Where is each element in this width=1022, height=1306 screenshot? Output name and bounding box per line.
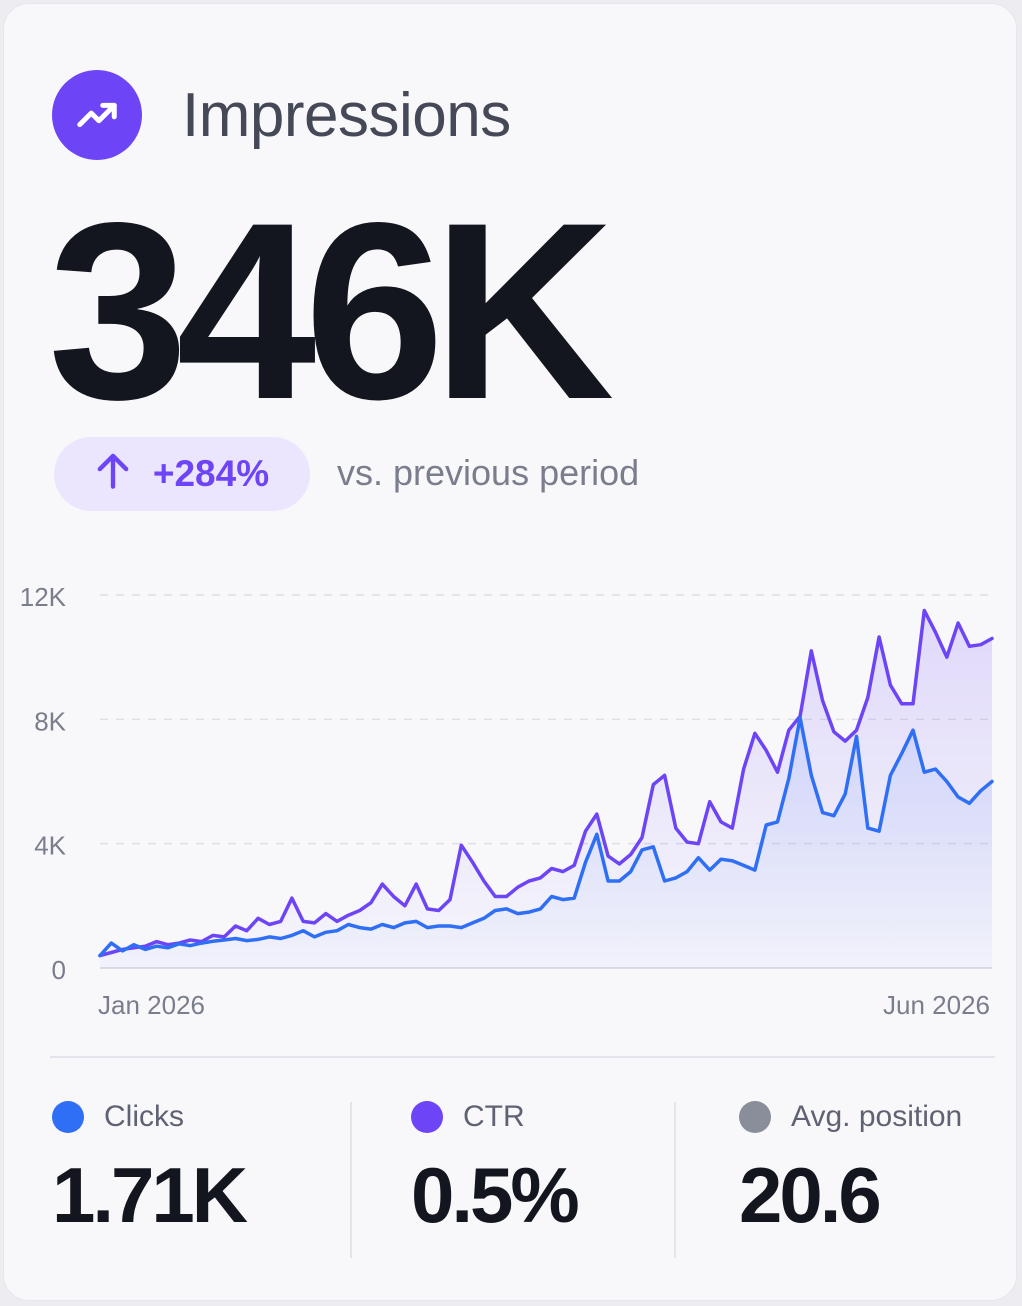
metric-separator	[674, 1102, 676, 1258]
metric-value: 1.71K	[52, 1151, 248, 1239]
card-header: Impressions	[52, 70, 511, 160]
metric-separator	[350, 1102, 352, 1258]
x-tick-label-end: Jun 2026	[883, 990, 990, 1020]
metric-avg-position: Avg. position 20.6	[739, 1100, 962, 1234]
clicks-dot	[52, 1101, 84, 1133]
change-percent: +284%	[152, 453, 270, 494]
impressions-chart: 0 4K 8K 12K Jan 2026 Jun 2026	[20, 582, 994, 1020]
series-line-1	[98, 716, 994, 958]
series-area-1	[100, 717, 992, 968]
trending-up-icon	[52, 70, 142, 160]
y-tick-label: 8K	[34, 706, 66, 736]
x-tick-label-start: Jan 2026	[98, 990, 205, 1020]
metric-value: 20.6	[739, 1151, 882, 1239]
series-line-0	[98, 608, 994, 958]
y-tick-label: 12K	[20, 582, 67, 612]
card-title: Impressions	[182, 80, 511, 150]
comparison-label: vs. previous period	[337, 452, 640, 493]
metric-value: 0.5%	[411, 1151, 580, 1239]
metric-label: CTR	[463, 1100, 525, 1133]
metric-ctr: CTR 0.5%	[411, 1100, 580, 1239]
y-tick-label: 0	[52, 955, 66, 985]
metrics-divider	[50, 1056, 995, 1058]
metric-label: Clicks	[104, 1100, 184, 1133]
arrow-up-icon	[95, 453, 131, 496]
metric-clicks: Clicks 1.71K	[52, 1100, 248, 1239]
y-tick-label: 4K	[34, 831, 66, 861]
ctr-dot	[411, 1101, 443, 1133]
impressions-value: 346K	[48, 171, 614, 452]
position-dot	[739, 1101, 771, 1133]
change-badge: +284%	[54, 437, 310, 511]
metric-label: Avg. position	[791, 1100, 963, 1133]
impressions-card: Impressions 346K +284% vs. previous peri…	[3, 3, 1017, 1301]
